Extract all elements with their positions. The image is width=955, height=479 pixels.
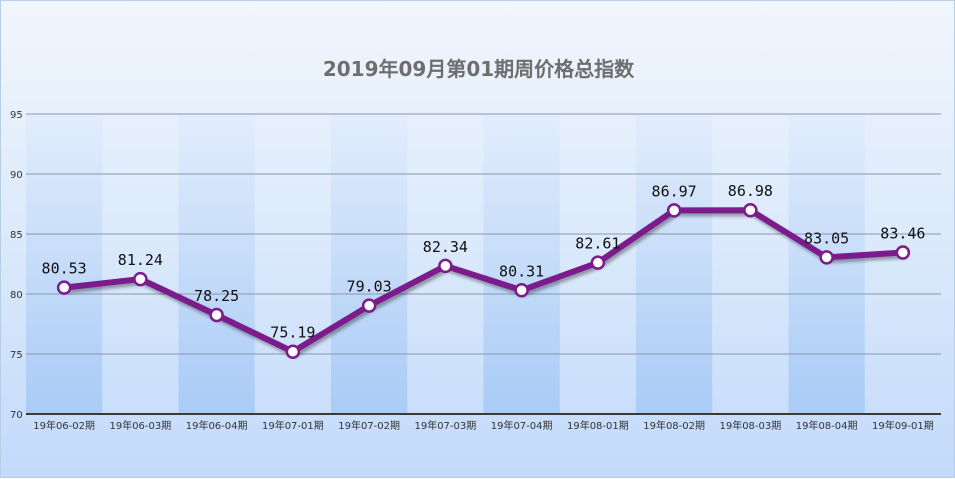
column-band — [483, 114, 560, 414]
x-tick-label: 19年08-02期 — [643, 419, 705, 432]
data-point — [56, 280, 72, 295]
y-tick-label: 90 — [10, 170, 23, 181]
data-point — [514, 283, 529, 298]
data-label: 81.24 — [118, 251, 163, 269]
data-label: 78.25 — [194, 287, 239, 305]
y-tick-label: 75 — [10, 350, 23, 361]
y-tick-label: 95 — [10, 110, 23, 121]
x-tick-label: 19年07-01期 — [262, 419, 324, 432]
data-label: 79.03 — [347, 278, 392, 296]
data-label: 83.46 — [880, 224, 925, 242]
data-point — [590, 255, 606, 270]
data-label: 86.98 — [728, 182, 773, 200]
data-point — [666, 203, 682, 218]
data-point — [133, 271, 148, 287]
column-band — [26, 114, 103, 414]
y-tick-label: 80 — [10, 290, 23, 301]
data-point — [361, 298, 377, 313]
column-band — [636, 114, 713, 414]
x-tick-label: 19年07-04期 — [491, 419, 553, 432]
data-label: 80.53 — [42, 260, 87, 278]
data-label: 80.31 — [499, 262, 544, 280]
data-label: 75.19 — [270, 324, 315, 342]
x-tick-label: 19年06-04期 — [186, 419, 248, 432]
data-point — [819, 250, 834, 265]
x-tick-label: 19年07-02期 — [338, 419, 400, 432]
x-tick-label: 19年08-04期 — [796, 419, 858, 432]
chart-title: 2019年09月第01期周价格总指数 — [322, 57, 635, 81]
column-band — [178, 114, 255, 414]
y-tick-label: 85 — [10, 230, 23, 241]
data-point — [209, 307, 224, 323]
data-label: 86.97 — [652, 182, 697, 200]
data-point — [895, 245, 911, 260]
y-tick-label: 70 — [10, 410, 23, 421]
data-label: 83.05 — [804, 229, 849, 247]
data-point — [743, 202, 758, 218]
x-tick-label: 19年06-03期 — [109, 419, 171, 432]
x-tick-label: 19年08-01期 — [567, 419, 629, 432]
column-band — [331, 114, 408, 414]
series-line — [61, 207, 906, 355]
x-tick-label: 19年07-03期 — [414, 419, 476, 432]
x-tick-label: 19年06-02期 — [33, 419, 95, 432]
x-tick-label: 19年09-01期 — [872, 419, 934, 432]
data-point — [285, 344, 301, 359]
x-tick-label: 19年08-03期 — [719, 419, 781, 432]
data-label: 82.34 — [423, 238, 468, 256]
data-label: 82.61 — [575, 235, 620, 253]
data-point — [438, 258, 453, 274]
